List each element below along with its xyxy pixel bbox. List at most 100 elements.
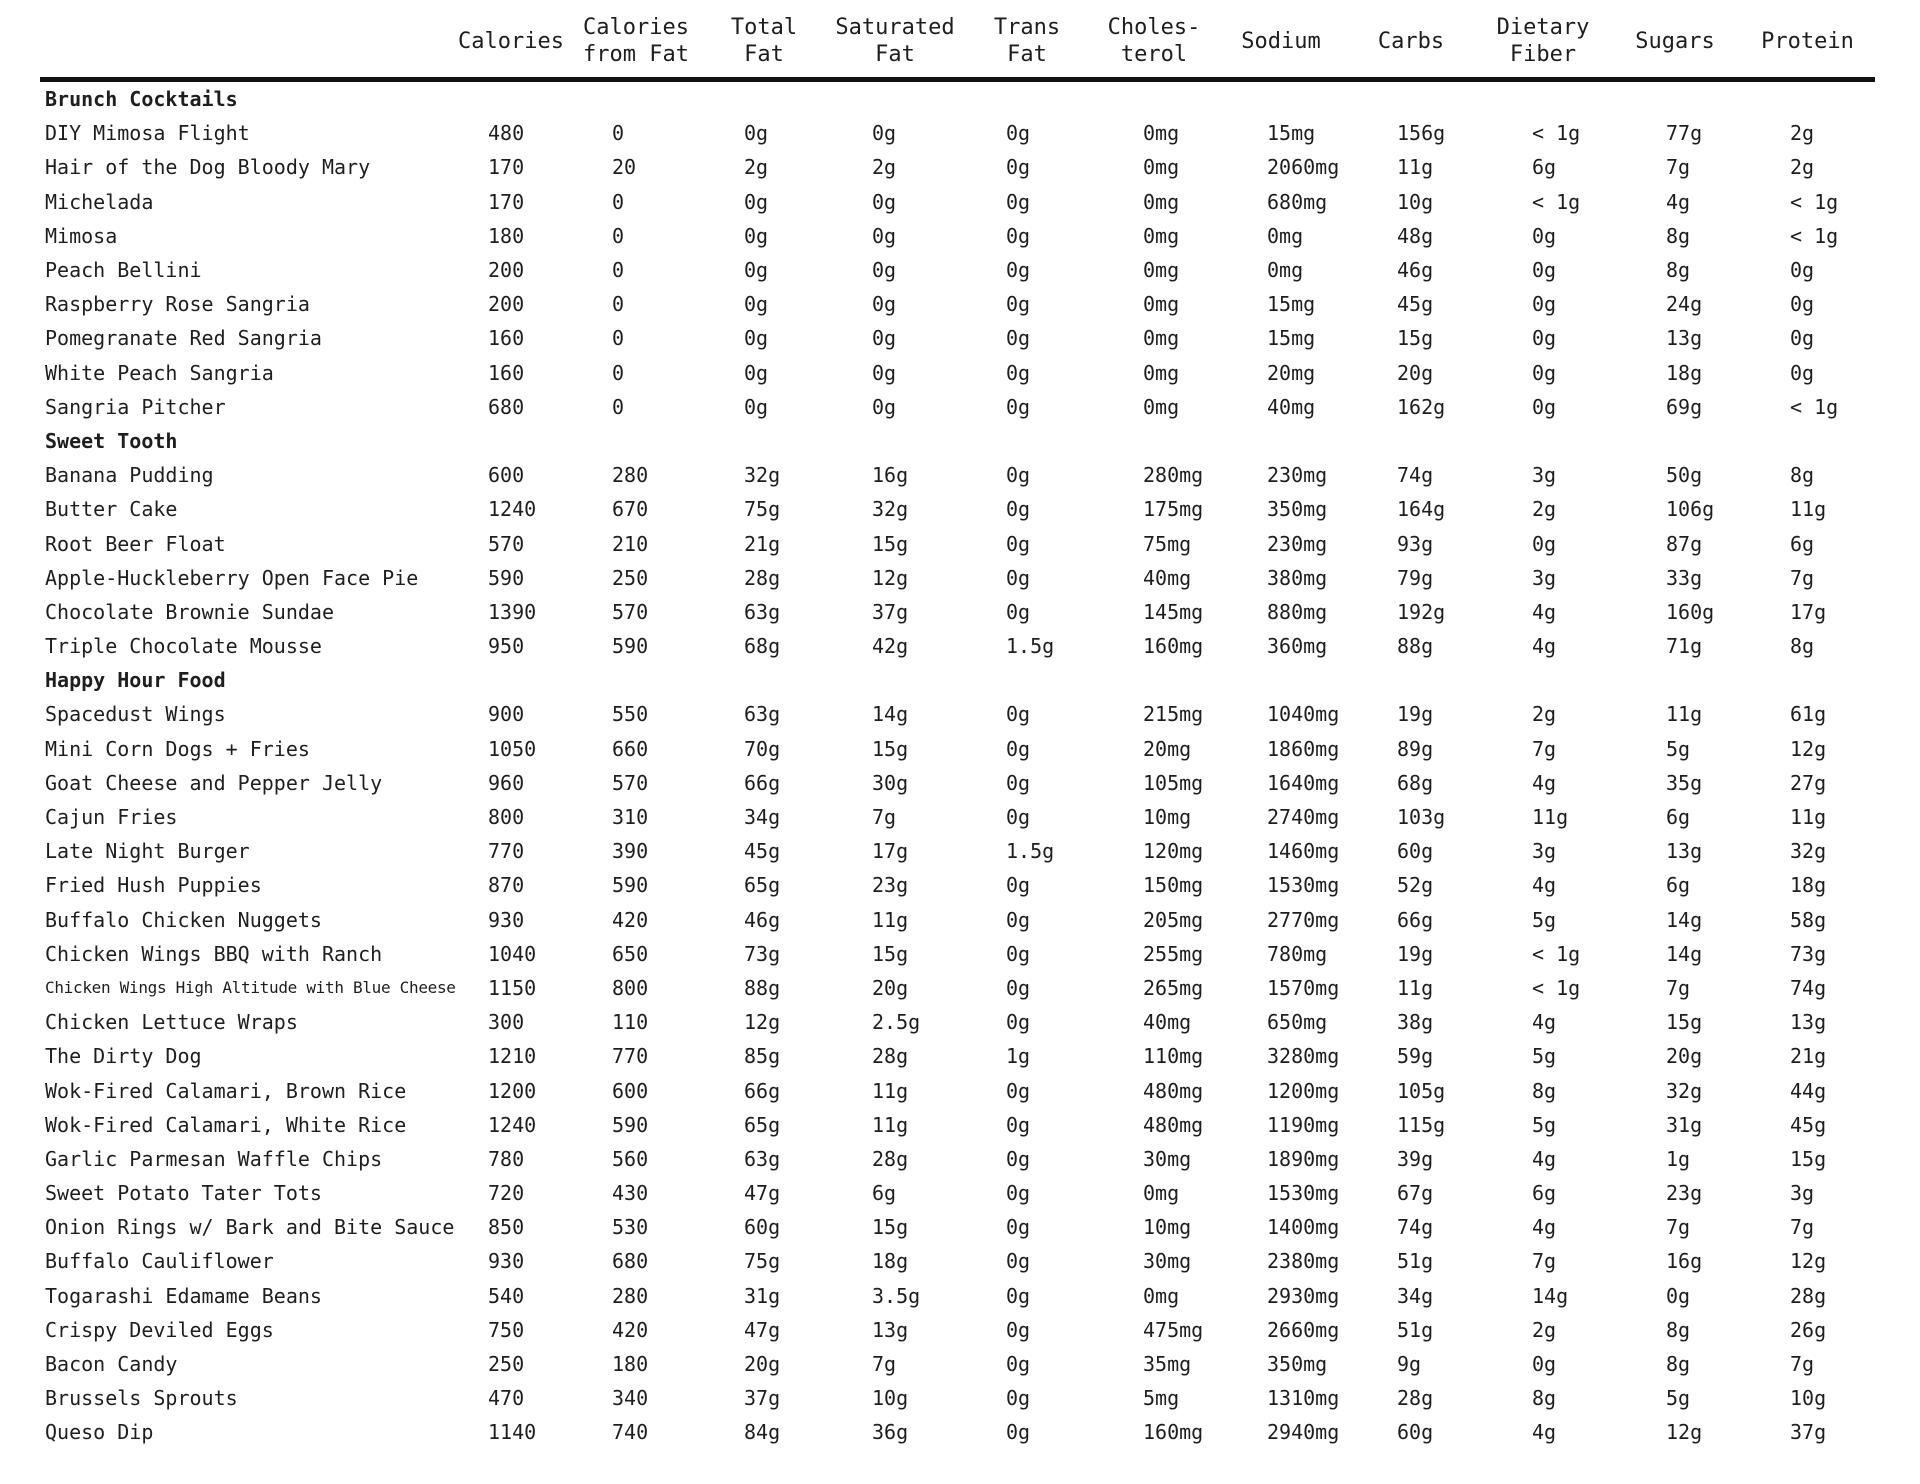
carbs-value: 15g — [1397, 326, 1434, 351]
saturated-fat-value: 16g — [872, 463, 909, 488]
column-header-calories: Calories — [458, 28, 564, 54]
section-row: Brunch Cocktails — [40, 80, 1875, 117]
trans-fat-value: 0g — [1006, 292, 1031, 317]
item-name: Bacon Candy — [45, 1352, 178, 1377]
sodium-value: 1310mg — [1267, 1386, 1340, 1411]
item-name: Sangria Pitcher — [45, 394, 226, 419]
trans-fat-value: 0g — [1006, 702, 1031, 727]
calories-from-fat-value: 340 — [612, 1386, 649, 1411]
saturated-fat-value: 15g — [872, 941, 909, 966]
cholesterol-value: 110mg — [1143, 1044, 1204, 1069]
cholesterol-value: 105mg — [1143, 770, 1204, 795]
nutrition-sheet: Calories Calories from Fat Total Fat Satura… — [40, 6, 1875, 1450]
saturated-fat-value: 36g — [872, 1420, 909, 1445]
table-row: Chocolate Brownie Sundae 1390 570 63g 37g 0g 1… — [40, 595, 1875, 629]
protein-value: 27g — [1790, 770, 1827, 795]
dietary-fiber-value: 4g — [1532, 599, 1557, 624]
protein-value: 11g — [1790, 497, 1827, 522]
sugars-value: 8g — [1666, 258, 1691, 283]
carbs-value: 34g — [1397, 1283, 1434, 1308]
protein-value: 7g — [1790, 565, 1815, 590]
table-body: Brunch Cocktails DIY Mimosa Flight 480 0 0g 0… — [40, 80, 1875, 1450]
sugars-value: 31g — [1666, 1112, 1703, 1137]
sugars-value: 50g — [1666, 463, 1703, 488]
saturated-fat-value: 11g — [872, 1078, 909, 1103]
calories-value: 1040 — [488, 941, 537, 966]
protein-value: 0g — [1790, 258, 1815, 283]
trans-fat-value: 0g — [1006, 394, 1031, 419]
protein-value: 32g — [1790, 839, 1827, 864]
trans-fat-value: 0g — [1006, 463, 1031, 488]
total-fat-value: 63g — [744, 1146, 781, 1171]
cholesterol-value: 480mg — [1143, 1112, 1204, 1137]
carbs-value: 45g — [1397, 292, 1434, 317]
protein-value: 2g — [1790, 155, 1815, 180]
table-row: Togarashi Edamame Beans 540 280 31g 3.5g 0g 0m… — [40, 1279, 1875, 1313]
table-row: Chicken Wings BBQ with Ranch 1040 650 73g 15… — [40, 937, 1875, 971]
sodium-value: 230mg — [1267, 531, 1328, 556]
sugars-value: 32g — [1666, 1078, 1703, 1103]
sodium-value: 1190mg — [1267, 1112, 1340, 1137]
protein-value: 44g — [1790, 1078, 1827, 1103]
protein-value: 15g — [1790, 1146, 1827, 1171]
carbs-value: 66g — [1397, 907, 1434, 932]
calories-from-fat-value: 250 — [612, 565, 649, 590]
sodium-value: 1860mg — [1267, 736, 1340, 761]
carbs-value: 11g — [1397, 155, 1434, 180]
sugars-value: 77g — [1666, 121, 1703, 146]
sodium-value: 1530mg — [1267, 873, 1340, 898]
cholesterol-value: 0mg — [1143, 223, 1180, 248]
cholesterol-value: 160mg — [1143, 634, 1204, 659]
saturated-fat-value: 15g — [872, 1215, 909, 1240]
calories-from-fat-value: 280 — [612, 463, 649, 488]
column-header-dietary-fiber: Dietary Fiber — [1496, 15, 1590, 67]
calories-from-fat-value: 800 — [612, 975, 649, 1000]
calories-value: 160 — [488, 360, 525, 385]
sodium-value: 1530mg — [1267, 1181, 1340, 1206]
saturated-fat-value: 7g — [872, 805, 897, 830]
carbs-value: 28g — [1397, 1386, 1434, 1411]
calories-value: 1050 — [488, 736, 537, 761]
table-row: Apple-Huckleberry Open Face Pie 590 250 28g… — [40, 561, 1875, 595]
sodium-value: 1890mg — [1267, 1146, 1340, 1171]
calories-value: 540 — [488, 1283, 525, 1308]
calories-from-fat-value: 530 — [612, 1215, 649, 1240]
calories-from-fat-value: 560 — [612, 1146, 649, 1171]
calories-from-fat-value: 420 — [612, 907, 649, 932]
dietary-fiber-value: 7g — [1532, 1249, 1557, 1274]
sugars-value: 87g — [1666, 531, 1703, 556]
calories-value: 800 — [488, 805, 525, 830]
trans-fat-value: 0g — [1006, 326, 1031, 351]
calories-value: 180 — [488, 223, 525, 248]
carbs-value: 52g — [1397, 873, 1434, 898]
dietary-fiber-value: 8g — [1532, 1386, 1557, 1411]
calories-value: 200 — [488, 292, 525, 317]
total-fat-value: 37g — [744, 1386, 781, 1411]
trans-fat-value: 0g — [1006, 1181, 1031, 1206]
total-fat-value: 88g — [744, 975, 781, 1000]
protein-value: 18g — [1790, 873, 1827, 898]
sugars-value: 5g — [1666, 1386, 1691, 1411]
dietary-fiber-value: 4g — [1532, 1215, 1557, 1240]
sodium-value: 880mg — [1267, 599, 1328, 624]
dietary-fiber-value: 14g — [1532, 1283, 1569, 1308]
sodium-value: 350mg — [1267, 1352, 1328, 1377]
sugars-value: 7g — [1666, 1215, 1691, 1240]
cholesterol-value: 120mg — [1143, 839, 1204, 864]
calories-value: 170 — [488, 155, 525, 180]
saturated-fat-value: 32g — [872, 497, 909, 522]
protein-value: 61g — [1790, 702, 1827, 727]
calories-from-fat-value: 0 — [612, 394, 625, 419]
sodium-value: 0mg — [1267, 223, 1304, 248]
item-name: Peach Bellini — [45, 258, 202, 283]
carbs-value: 59g — [1397, 1044, 1434, 1069]
item-name: Fried Hush Puppies — [45, 873, 262, 898]
item-name: Spacedust Wings — [45, 702, 226, 727]
sugars-value: 0g — [1666, 1283, 1691, 1308]
table-row: Goat Cheese and Pepper Jelly 960 570 66g 30g… — [40, 766, 1875, 800]
calories-from-fat-value: 570 — [612, 770, 649, 795]
protein-value: 12g — [1790, 736, 1827, 761]
table-row: Chicken Lettuce Wraps 300 110 12g 2.5g 0g 40mg… — [40, 1005, 1875, 1039]
sodium-value: 2770mg — [1267, 907, 1340, 932]
sodium-value: 15mg — [1267, 326, 1316, 351]
